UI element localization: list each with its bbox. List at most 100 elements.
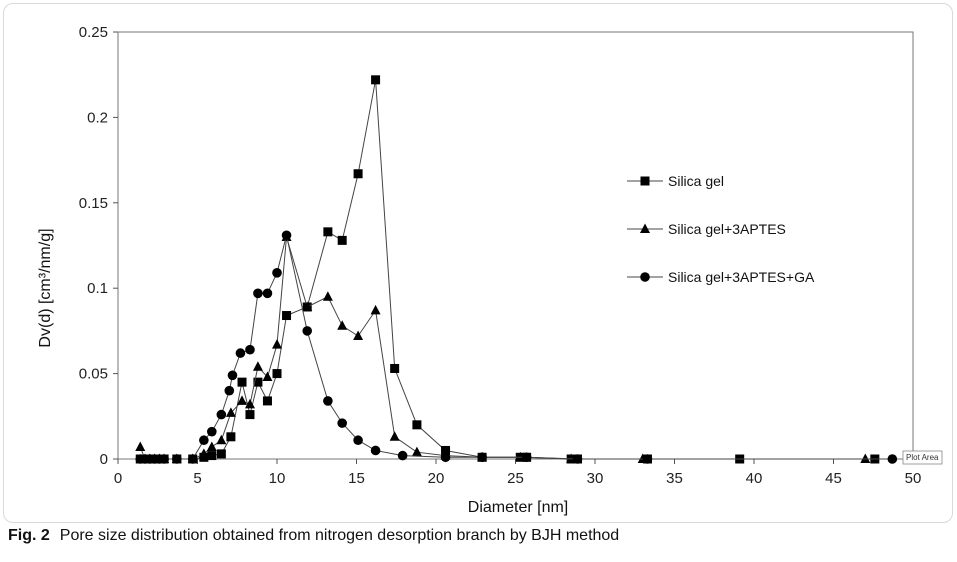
x-tick-label: 35: [666, 470, 683, 487]
figure-caption: Fig. 2 Pore size distribution obtained fr…: [8, 527, 619, 545]
y-tick-label: 0.15: [79, 195, 108, 212]
data-point: [323, 396, 333, 406]
data-point: [245, 410, 255, 420]
x-tick-label: 25: [507, 470, 524, 487]
data-point: [225, 407, 236, 417]
x-tick-label: 0: [114, 470, 122, 487]
x-tick-label: 5: [193, 470, 201, 487]
data-point: [224, 385, 235, 396]
data-point: [390, 363, 400, 373]
x-tick-label: 50: [905, 470, 922, 487]
data-point: [370, 445, 381, 456]
data-point: [302, 326, 313, 336]
data-point: [353, 330, 364, 341]
data-point: [172, 454, 182, 464]
data-point: [477, 452, 487, 463]
data-point: [235, 348, 246, 358]
x-tick-label: 45: [825, 470, 842, 487]
pore-size-chart: Diameter [nm] Dv(d) [cm³/nm/g] 0 0.05 0.1 0…: [37, 24, 943, 516]
data-point: [244, 398, 255, 409]
legend-marker: [640, 176, 650, 186]
data-point: [572, 454, 583, 464]
data-point: [370, 304, 381, 315]
data-point: [159, 454, 169, 464]
data-point: [253, 377, 263, 387]
data-point: [226, 432, 236, 442]
legend: Silica gel Silica gel+3APTES Silica gel+3A…: [627, 173, 815, 285]
data-point: [253, 288, 263, 299]
y-tick-label: 0.2: [87, 109, 108, 126]
data-point: [135, 441, 146, 452]
axes: Diameter [nm] Dv(d) [cm³/nm/g] 0 0.05 0.1 0…: [37, 24, 921, 516]
data-point: [272, 369, 282, 379]
data-point: [272, 339, 282, 349]
data-point: [237, 377, 247, 387]
data-point: [237, 395, 248, 405]
caption-text: Pore size distribution obtained from nit…: [59, 527, 620, 544]
y-tick-label: 0.1: [87, 280, 108, 297]
data-point: [337, 418, 347, 428]
plot-area: [117, 31, 914, 460]
data-point: [207, 451, 217, 461]
y-tick-label: 0: [100, 451, 108, 468]
plot-border: [117, 31, 914, 460]
data-point: [887, 454, 898, 464]
data-point: [187, 454, 198, 464]
figure-label: Fig. 2: [8, 527, 50, 544]
data-point: [262, 371, 273, 382]
data-point: [199, 435, 209, 446]
data-point: [207, 426, 217, 437]
data-point: [397, 450, 408, 461]
data-point: [216, 434, 227, 445]
legend-label: Silica gel: [668, 173, 724, 189]
legend-marker: [640, 223, 650, 233]
data-point: [337, 235, 347, 245]
x-tick-label: 20: [428, 470, 445, 487]
data-point: [216, 409, 227, 420]
data-point: [353, 169, 363, 179]
data-point: [227, 370, 238, 381]
series-circle: [135, 230, 898, 464]
data-point: [322, 291, 333, 301]
data-point: [440, 452, 451, 463]
data-point: [389, 431, 400, 441]
data-point: [206, 441, 217, 452]
data-point: [353, 435, 363, 446]
x-tick-label: 10: [269, 470, 286, 487]
y-tick-label: 0.05: [79, 366, 108, 383]
y-axis-title: Dv(d) [cm³/nm/g]: [37, 228, 54, 347]
data-point: [272, 268, 282, 278]
data-point: [323, 227, 333, 237]
x-tick-label: 40: [746, 470, 763, 487]
legend-label: Silica gel+3APTES+GA: [668, 269, 815, 285]
chart-frame: [3, 3, 953, 523]
legend-item: Silica gel+3APTES: [627, 221, 786, 237]
data-point: [282, 311, 292, 321]
data-point: [262, 288, 273, 299]
data-point: [245, 344, 255, 355]
data-point: [262, 396, 272, 406]
data-point: [281, 230, 292, 241]
data-point: [411, 446, 422, 457]
x-tick-label: 15: [348, 470, 365, 487]
plot-area-tooltip-text: Plot Area: [906, 453, 939, 462]
data-point: [302, 301, 313, 311]
y-tick-label: 0.25: [79, 24, 108, 41]
data-point: [521, 452, 532, 463]
x-tick-label: 30: [587, 470, 604, 487]
legend-item: Silica gel: [627, 173, 724, 189]
data-point: [371, 75, 381, 85]
data-point: [216, 449, 226, 459]
series-triangle: [135, 231, 871, 463]
data-point: [412, 420, 422, 430]
data-point: [337, 320, 348, 330]
legend-item: Silica gel+3APTES+GA: [627, 269, 815, 285]
data-point: [198, 448, 209, 458]
legend-label: Silica gel+3APTES: [668, 221, 786, 237]
data-point: [642, 454, 653, 464]
plot-area-tooltip: Plot Area: [902, 450, 943, 465]
x-axis-title: Diameter [nm]: [468, 499, 568, 516]
legend-marker: [640, 272, 650, 282]
data-point: [860, 453, 871, 463]
data-point: [252, 361, 263, 371]
